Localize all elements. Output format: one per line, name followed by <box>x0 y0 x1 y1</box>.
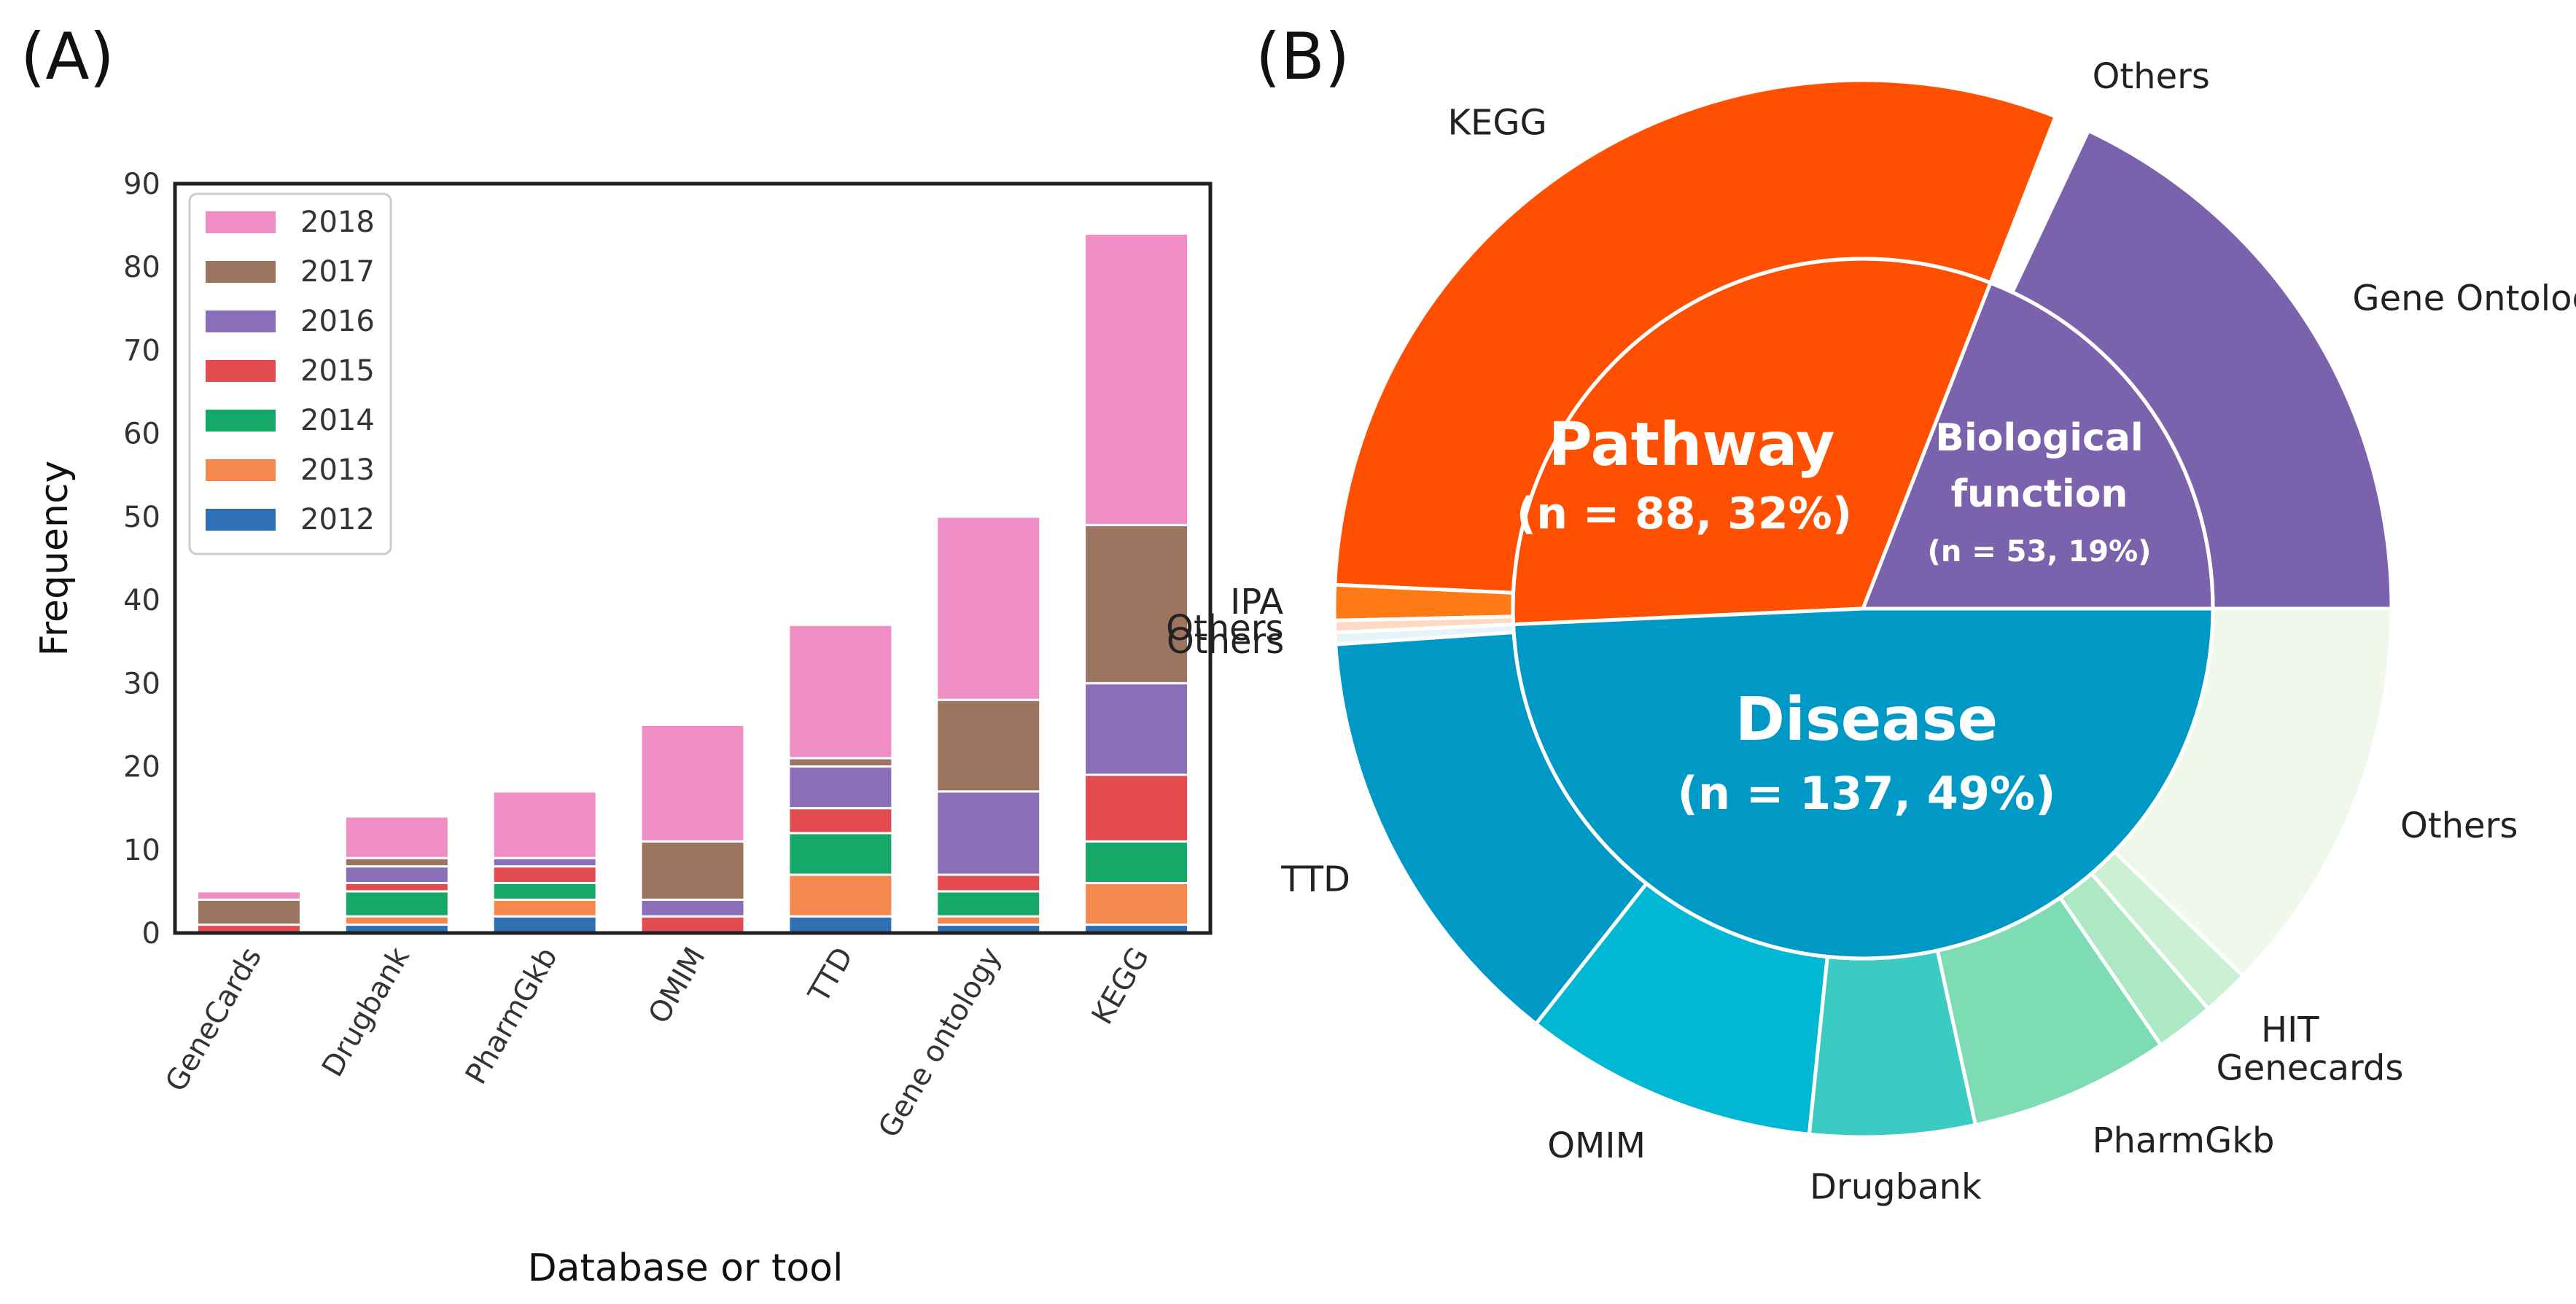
y-tick-label: 40 <box>123 584 160 617</box>
bar-segment-2013 <box>935 915 1042 926</box>
bar-segment-2014 <box>787 832 894 876</box>
bar-segment-2014 <box>491 881 598 901</box>
y-tick-label: 50 <box>123 501 160 534</box>
bar-segment-2018 <box>935 515 1042 701</box>
bar-segment-2015 <box>935 873 1042 893</box>
legend-label: 2017 <box>300 255 375 289</box>
y-axis-title: Frequency <box>33 461 77 657</box>
bar-segment-2017 <box>787 757 894 768</box>
outer-label: KEGG <box>1448 102 1547 143</box>
biological-function-label-line2: function <box>1951 472 2128 516</box>
legend-swatch-2012 <box>206 509 276 531</box>
outer-label: Genecards <box>2217 1047 2404 1088</box>
legend-swatch-2017 <box>206 261 276 283</box>
outer-label: Others <box>2093 56 2210 97</box>
legend-label: 2013 <box>300 453 375 487</box>
bar-segment-2016 <box>935 790 1042 876</box>
legend-swatch-2013 <box>206 459 276 481</box>
bar-segment-2016 <box>1083 682 1190 776</box>
bar-segment-2016 <box>491 856 598 868</box>
bar-segment-2017 <box>343 856 450 868</box>
sunburst-chart: Gene OntologyOthersKEGGIPAOthersOthersTT… <box>1166 56 2576 1208</box>
outer-label: Gene Ontology <box>2352 278 2576 319</box>
bar-segment-2015 <box>491 865 598 884</box>
outer-label: HIT <box>2261 1010 2319 1050</box>
x-axis-title: Database or tool <box>528 1246 844 1290</box>
bar-segment-2016 <box>639 898 746 918</box>
y-tick-label: 10 <box>123 834 160 867</box>
legend-label: 2014 <box>300 404 375 437</box>
y-tick-label: 20 <box>123 751 160 784</box>
bar-segment-2018 <box>639 723 746 843</box>
bar-segment-2018 <box>491 790 598 859</box>
legend-swatch-2016 <box>206 311 276 332</box>
bar-segment-2018 <box>343 815 450 859</box>
y-tick-label: 80 <box>123 251 160 284</box>
x-tick-label: PharmGkb <box>459 942 564 1090</box>
outer-label: Others <box>1166 608 1283 649</box>
panel-a-label: (A) <box>20 19 114 94</box>
legend-swatch-2014 <box>206 410 276 432</box>
y-tick-label: 0 <box>142 917 160 950</box>
stacked-bar-chart: 0 10 20 30 40 50 60 70 80 90 GeneCards Drugbank Pha… <box>33 168 1213 1290</box>
bar-segment-2015 <box>343 881 450 893</box>
bar-segment-2017 <box>1083 523 1190 684</box>
outer-label: TTD <box>1280 859 1350 899</box>
bar-segment-2014 <box>935 890 1042 918</box>
y-tick-label: 30 <box>123 667 160 700</box>
bar-segment-2013 <box>343 915 450 926</box>
x-tick-label: KEGG <box>1086 942 1156 1030</box>
bar-segment-2012 <box>491 915 598 934</box>
x-tick-label: OMIM <box>642 942 712 1029</box>
outer-label: Others <box>2400 805 2518 846</box>
pathway-count: (n = 88, 32%) <box>1517 488 1852 539</box>
bar-segment-2012 <box>787 915 894 934</box>
bar-segment-2013 <box>1083 881 1190 926</box>
plot-frame <box>173 181 1213 935</box>
bar-segment-2015 <box>787 807 894 835</box>
bar-segment-2017 <box>935 698 1042 793</box>
disease-count: (n = 137, 49%) <box>1678 767 2056 820</box>
outer-label: Others <box>1167 621 1284 662</box>
bar-segment-2018 <box>787 623 894 760</box>
outer-label: OMIM <box>1547 1125 1646 1166</box>
biological-function-count: (n = 53, 19%) <box>1928 535 2152 569</box>
pathway-label: Pathway <box>1549 410 1835 480</box>
biological-function-label-line1: Biological <box>1935 416 2144 460</box>
panel-b-label: (B) <box>1256 19 1350 94</box>
legend-label: 2018 <box>300 206 375 239</box>
legend-label: 2012 <box>300 503 375 536</box>
disease-label: Disease <box>1735 685 1998 754</box>
bar-segment-2015 <box>639 915 746 934</box>
legend-swatch-2018 <box>206 211 276 233</box>
x-tick-label: GeneCards <box>159 942 268 1098</box>
legend-label: 2016 <box>300 305 375 338</box>
bar-segment-2016 <box>343 865 450 884</box>
legend: 2018 2017 2016 2015 2014 2013 2012 <box>188 192 392 555</box>
y-tick-label: 70 <box>123 334 160 367</box>
bar-segment-2014 <box>1083 840 1190 884</box>
legend-label: 2015 <box>300 354 375 388</box>
bar-segment-2016 <box>787 765 894 810</box>
x-tick-label: Gene ontology <box>872 942 1008 1144</box>
y-tick-label: 90 <box>123 168 160 201</box>
bar-segment-2018 <box>1083 233 1190 526</box>
bar-segment-2013 <box>491 898 598 918</box>
legend-swatch-2015 <box>206 360 276 382</box>
bar-segment-2018 <box>195 890 302 901</box>
x-tick-label: Drugbank <box>316 941 416 1082</box>
x-tick-label: TTD <box>802 942 860 1009</box>
bar-segment-2017 <box>195 898 302 926</box>
bar-segment-2013 <box>787 873 894 918</box>
inner-ring-border <box>1511 257 2215 961</box>
bar-segment-2014 <box>343 890 450 918</box>
outer-label: Drugbank <box>1810 1167 1982 1208</box>
bar-segment-2017 <box>639 840 746 901</box>
outer-segment-ipa <box>1332 582 1516 622</box>
bar-segment-2015 <box>1083 773 1190 843</box>
y-tick-label: 60 <box>123 418 160 451</box>
outer-label: PharmGkb <box>2093 1120 2275 1161</box>
outer-label: IPA <box>1230 582 1283 622</box>
